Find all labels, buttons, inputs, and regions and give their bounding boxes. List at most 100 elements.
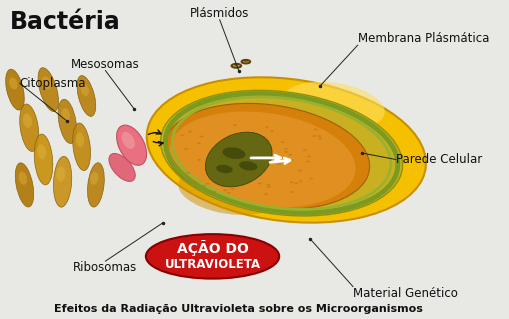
Ellipse shape: [61, 108, 70, 121]
Ellipse shape: [147, 77, 425, 223]
Ellipse shape: [265, 143, 269, 145]
Ellipse shape: [121, 132, 135, 149]
Ellipse shape: [80, 84, 89, 96]
Ellipse shape: [312, 135, 316, 137]
Ellipse shape: [216, 165, 232, 173]
Ellipse shape: [180, 135, 184, 137]
Text: Membrana Plásmática: Membrana Plásmática: [357, 32, 488, 45]
Ellipse shape: [223, 172, 228, 174]
Ellipse shape: [270, 130, 273, 132]
Ellipse shape: [224, 157, 228, 159]
Ellipse shape: [306, 161, 309, 163]
Ellipse shape: [77, 76, 96, 116]
Ellipse shape: [317, 135, 321, 137]
Ellipse shape: [297, 169, 301, 171]
Ellipse shape: [277, 163, 280, 165]
Ellipse shape: [42, 76, 51, 90]
Ellipse shape: [306, 156, 310, 158]
Text: ULTRAVIOLETA: ULTRAVIOLETA: [164, 258, 260, 271]
Ellipse shape: [238, 139, 242, 141]
Text: Bactéria: Bactéria: [10, 10, 121, 34]
Ellipse shape: [224, 158, 228, 160]
Text: Mesosomas: Mesosomas: [71, 57, 139, 70]
Ellipse shape: [6, 69, 24, 110]
Ellipse shape: [318, 137, 321, 139]
Ellipse shape: [294, 182, 298, 184]
Ellipse shape: [200, 136, 203, 137]
Ellipse shape: [205, 132, 272, 187]
FancyArrowPatch shape: [153, 142, 163, 146]
Text: Plásmidos: Plásmidos: [190, 7, 249, 20]
Ellipse shape: [37, 144, 46, 160]
Ellipse shape: [265, 126, 268, 128]
Ellipse shape: [298, 181, 302, 182]
Ellipse shape: [160, 90, 402, 216]
Ellipse shape: [219, 155, 223, 157]
Ellipse shape: [267, 186, 270, 188]
Ellipse shape: [231, 188, 234, 190]
Ellipse shape: [205, 183, 209, 185]
Ellipse shape: [197, 159, 201, 161]
Ellipse shape: [216, 146, 220, 148]
Ellipse shape: [34, 134, 53, 185]
Text: Parede Celular: Parede Celular: [395, 153, 481, 166]
Ellipse shape: [221, 169, 225, 171]
Ellipse shape: [243, 61, 247, 63]
Ellipse shape: [75, 132, 84, 147]
Ellipse shape: [239, 161, 257, 171]
Ellipse shape: [164, 103, 369, 209]
Ellipse shape: [223, 157, 227, 159]
Ellipse shape: [212, 191, 216, 193]
Ellipse shape: [308, 178, 313, 180]
Ellipse shape: [56, 167, 65, 182]
Ellipse shape: [313, 129, 317, 130]
Text: Ribosomas: Ribosomas: [73, 261, 137, 274]
Ellipse shape: [289, 159, 293, 161]
Ellipse shape: [73, 123, 91, 171]
Ellipse shape: [20, 104, 39, 152]
Ellipse shape: [254, 164, 258, 166]
Ellipse shape: [257, 182, 261, 184]
Ellipse shape: [235, 176, 239, 178]
Ellipse shape: [223, 189, 227, 191]
Ellipse shape: [196, 142, 200, 144]
Ellipse shape: [146, 234, 278, 278]
Ellipse shape: [15, 163, 34, 207]
Ellipse shape: [58, 99, 76, 144]
Ellipse shape: [234, 65, 238, 67]
Ellipse shape: [9, 77, 18, 90]
Ellipse shape: [186, 172, 189, 174]
Ellipse shape: [290, 182, 293, 183]
Ellipse shape: [284, 151, 288, 153]
Ellipse shape: [284, 148, 287, 150]
Ellipse shape: [220, 184, 224, 186]
Ellipse shape: [227, 192, 230, 194]
Ellipse shape: [38, 68, 59, 112]
FancyArrowPatch shape: [148, 130, 161, 134]
Text: Citoplasma: Citoplasma: [20, 77, 86, 90]
Ellipse shape: [241, 174, 245, 176]
Ellipse shape: [178, 167, 279, 215]
Ellipse shape: [53, 156, 72, 207]
Ellipse shape: [109, 153, 135, 182]
Text: Efeitos da Radiação Ultravioleta sobre os Microorganismos: Efeitos da Radiação Ultravioleta sobre o…: [54, 304, 422, 314]
Ellipse shape: [88, 163, 104, 207]
Ellipse shape: [280, 141, 284, 143]
Ellipse shape: [264, 193, 268, 195]
Ellipse shape: [117, 125, 146, 165]
Ellipse shape: [169, 112, 355, 207]
Text: AÇÃO DO: AÇÃO DO: [176, 241, 248, 256]
Text: Material Genético: Material Genético: [352, 286, 457, 300]
Ellipse shape: [192, 182, 196, 184]
Ellipse shape: [244, 137, 248, 139]
Ellipse shape: [233, 124, 237, 126]
Ellipse shape: [288, 154, 292, 156]
Ellipse shape: [302, 149, 306, 151]
Ellipse shape: [23, 114, 32, 128]
Ellipse shape: [184, 148, 188, 150]
Ellipse shape: [222, 147, 245, 159]
Ellipse shape: [188, 131, 191, 132]
Ellipse shape: [266, 184, 270, 186]
Ellipse shape: [282, 82, 384, 129]
Ellipse shape: [208, 158, 212, 160]
